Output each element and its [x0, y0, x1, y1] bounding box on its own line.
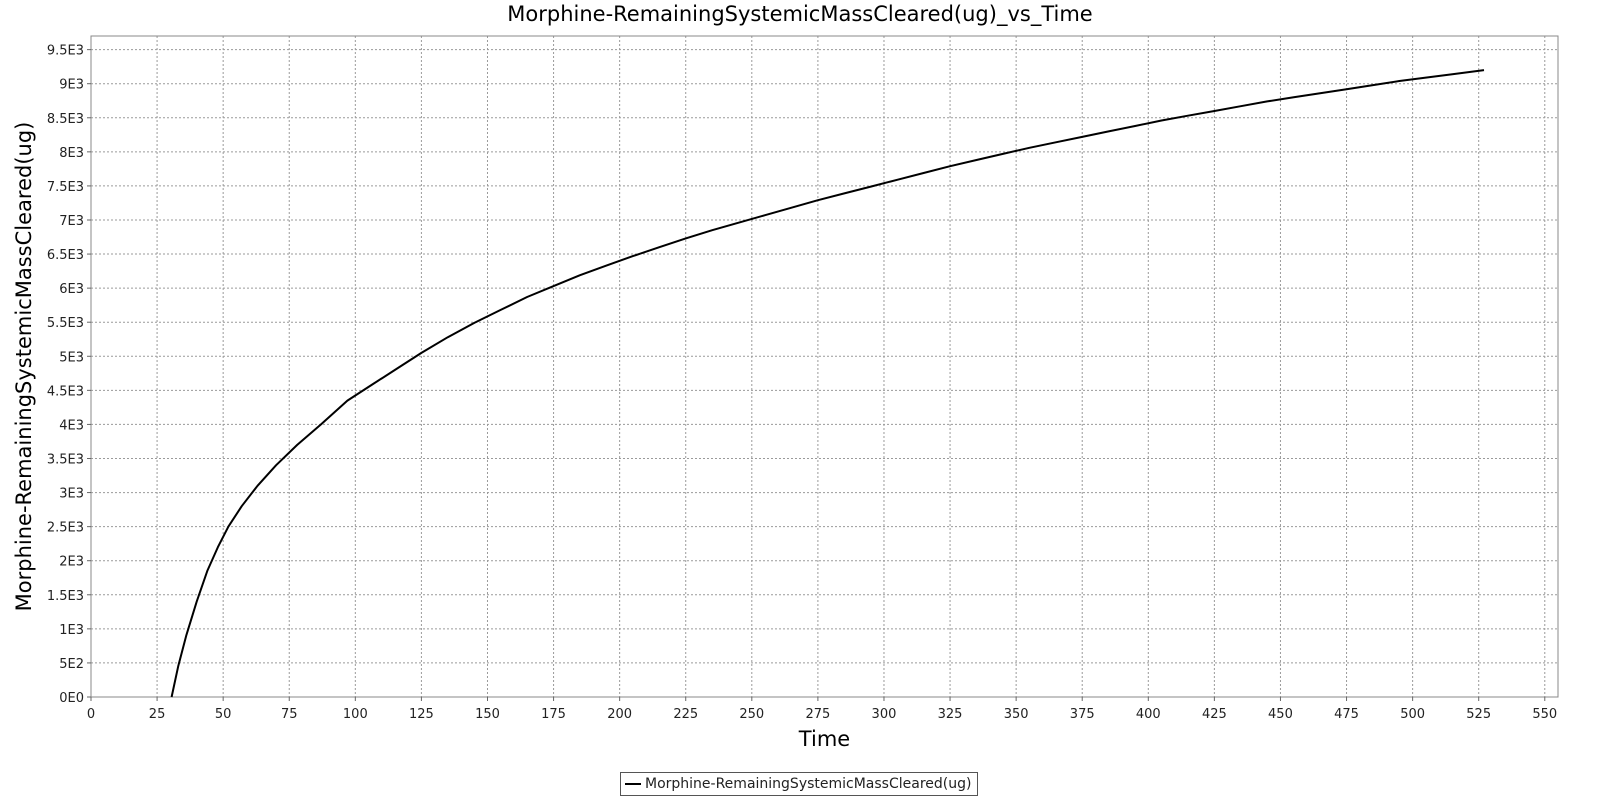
- series-line: [170, 69, 1485, 698]
- y-tick-label: 1.5E3: [47, 589, 84, 604]
- x-tick-label: 175: [541, 707, 566, 722]
- x-tick-label: 0: [87, 707, 95, 722]
- y-tick-label: 5E2: [59, 657, 84, 672]
- y-tick-label: 4.5E3: [47, 384, 84, 399]
- x-tick-label: 375: [1070, 707, 1095, 722]
- chart-title: Morphine-RemainingSystemicMassCleared(ug…: [507, 2, 1093, 26]
- legend-label: Morphine-RemainingSystemicMassCleared(ug…: [645, 776, 972, 792]
- x-tick-label: 475: [1334, 707, 1359, 722]
- y-axis-title: Morphine-RemainingSystemicMassCleared(ug…: [12, 122, 36, 612]
- y-tick-label: 5.5E3: [47, 316, 84, 331]
- y-tick-label: 9.5E3: [47, 44, 84, 59]
- axis-ticks: 0 25 50 75 100 125 150 175 200 225 250 275 300 325 350…: [47, 44, 1557, 722]
- x-tick-label: 350: [1004, 707, 1029, 722]
- plot-area-border: [90, 35, 1559, 698]
- x-tick-label: 50: [215, 707, 232, 722]
- x-tick-label: 550: [1532, 707, 1557, 722]
- y-tick-label: 8E3: [59, 146, 84, 161]
- x-tick-label: 150: [475, 707, 500, 722]
- x-tick-label: 250: [739, 707, 764, 722]
- x-tick-label: 75: [281, 707, 298, 722]
- x-tick-label: 500: [1400, 707, 1425, 722]
- grid-lines: [91, 36, 1558, 697]
- x-tick-label: 300: [872, 707, 897, 722]
- x-tick-label: 125: [409, 707, 434, 722]
- y-tick-label: 5E3: [59, 350, 84, 365]
- legend: Morphine-RemainingSystemicMassCleared(ug…: [620, 772, 979, 796]
- x-tick-label: 425: [1202, 707, 1227, 722]
- x-tick-label: 200: [607, 707, 632, 722]
- y-tick-label: 0E0: [59, 691, 84, 706]
- x-tick-label: 100: [343, 707, 368, 722]
- x-axis-title: Time: [798, 727, 850, 751]
- y-tick-label: 6E3: [59, 282, 84, 297]
- x-tick-label: 400: [1136, 707, 1161, 722]
- x-tick-label: 275: [805, 707, 830, 722]
- y-tick-label: 7E3: [59, 214, 84, 229]
- x-tick-label: 225: [673, 707, 698, 722]
- y-tick-label: 4E3: [59, 418, 84, 433]
- y-tick-label: 2.5E3: [47, 521, 84, 536]
- y-tick-label: 6.5E3: [47, 248, 84, 263]
- y-tick-label: 1E3: [59, 623, 84, 638]
- y-tick-label: 3.5E3: [47, 452, 84, 467]
- y-tick-label: 8.5E3: [47, 112, 84, 127]
- legend-line-swatch: [625, 783, 641, 785]
- y-tick-label: 9E3: [59, 78, 84, 93]
- x-tick-label: 450: [1268, 707, 1293, 722]
- x-tick-label: 25: [149, 707, 166, 722]
- y-tick-label: 3E3: [59, 487, 84, 502]
- x-tick-label: 325: [938, 707, 963, 722]
- y-tick-label: 2E3: [59, 555, 84, 570]
- series-layer: [170, 69, 1485, 698]
- x-tick-label: 525: [1466, 707, 1491, 722]
- y-tick-label: 7.5E3: [47, 180, 84, 195]
